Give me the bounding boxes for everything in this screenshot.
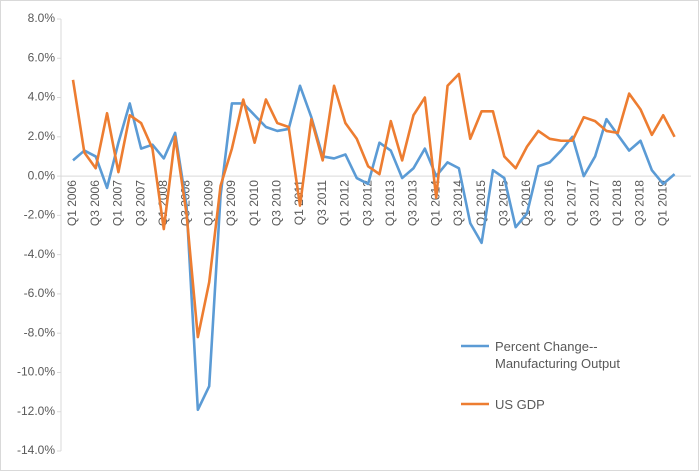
x-tick-label: Q1 2016 xyxy=(519,180,533,226)
y-tick-label: 0.0% xyxy=(28,168,56,182)
x-tick-label: Q1 2010 xyxy=(247,180,261,226)
x-tick-label: Q3 2017 xyxy=(587,180,601,226)
legend-label: US GDP xyxy=(495,397,545,412)
series-line xyxy=(71,72,676,339)
x-tick-label: Q3 2013 xyxy=(406,180,420,226)
x-tick-label: Q3 2014 xyxy=(451,180,465,226)
x-tick-label: Q3 2018 xyxy=(633,180,647,226)
x-tick-label: Q1 2012 xyxy=(338,180,352,226)
x-tick-label: Q1 2019 xyxy=(655,180,669,226)
x-tick-label: Q3 2012 xyxy=(360,180,374,226)
x-tick-label: Q3 2009 xyxy=(224,180,238,226)
y-tick-label: -10.0% xyxy=(17,365,55,379)
x-tick-label: Q3 2015 xyxy=(496,180,510,226)
y-tick-label: -8.0% xyxy=(24,325,56,339)
x-tick-label: Q1 2015 xyxy=(474,180,488,226)
y-tick-label: -12.0% xyxy=(17,404,55,418)
y-tick-label: 6.0% xyxy=(28,50,56,64)
y-tick-label: -2.0% xyxy=(24,208,56,222)
y-tick-label: -6.0% xyxy=(24,286,56,300)
y-tick-label: 2.0% xyxy=(28,129,56,143)
x-tick-label: Q1 2018 xyxy=(610,180,624,226)
x-tick-label: Q1 2014 xyxy=(428,180,442,226)
x-tick-label: Q1 2007 xyxy=(111,180,125,226)
x-tick-label: Q1 2006 xyxy=(65,180,79,226)
x-tick-label: Q3 2010 xyxy=(269,180,283,226)
legend-label: Percent Change--Manufacturing Output xyxy=(495,339,621,371)
series-line xyxy=(72,84,676,412)
x-tick-label: Q1 2009 xyxy=(201,180,215,226)
y-tick-label: -14.0% xyxy=(17,443,55,457)
y-tick-label: 8.0% xyxy=(28,11,56,25)
y-tick-label: 4.0% xyxy=(28,90,56,104)
x-tick-label: Q3 2006 xyxy=(88,180,102,226)
y-tick-label: -4.0% xyxy=(24,247,56,261)
x-tick-label: Q1 2013 xyxy=(383,180,397,226)
x-tick-label: Q3 2016 xyxy=(542,180,556,226)
x-tick-label: Q3 2011 xyxy=(315,180,329,225)
x-tick-label: Q3 2007 xyxy=(133,180,147,226)
x-tick-label: Q1 2017 xyxy=(565,180,579,226)
